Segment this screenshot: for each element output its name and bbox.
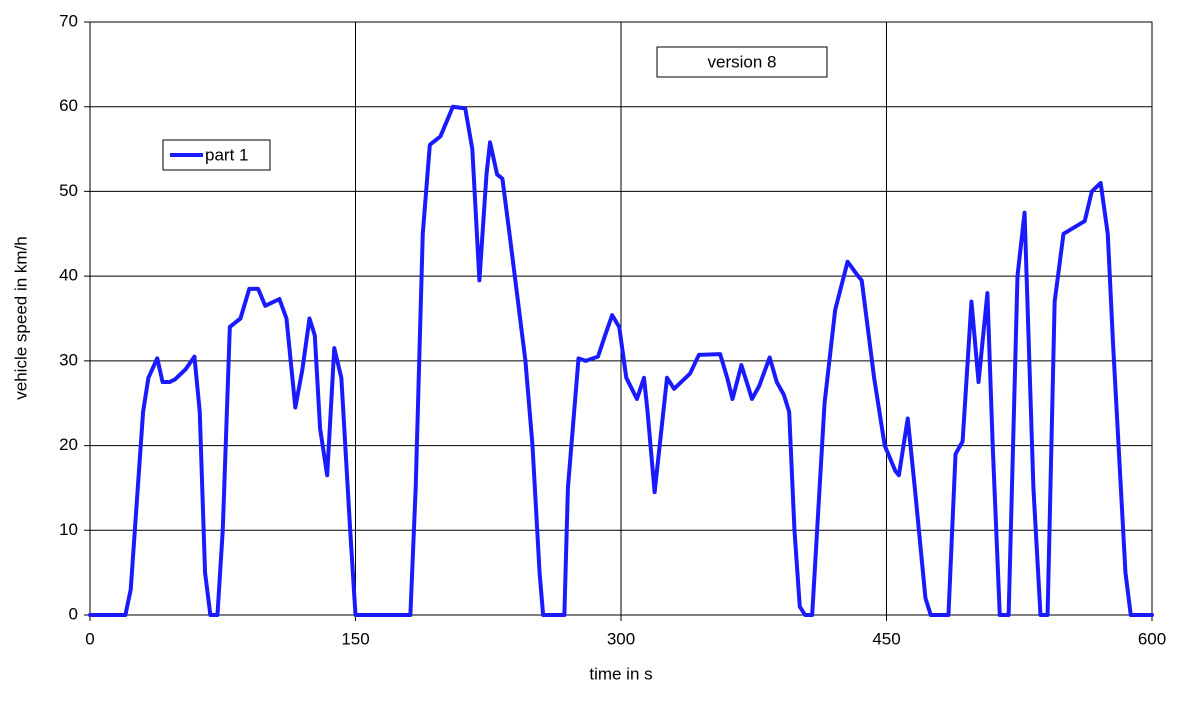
- x-axis-label: time in s: [589, 664, 652, 683]
- y-tick-label: 10: [59, 520, 78, 539]
- y-tick-label: 30: [59, 350, 78, 369]
- y-tick-label: 70: [59, 11, 78, 30]
- y-tick-label: 20: [59, 435, 78, 454]
- x-tick-label: 450: [872, 629, 900, 648]
- x-tick-label: 300: [607, 629, 635, 648]
- legend-label: part 1: [205, 145, 248, 164]
- annotation: version 8: [708, 52, 777, 71]
- x-tick-label: 600: [1138, 629, 1166, 648]
- y-tick-label: 60: [59, 96, 78, 115]
- y-axis-label: vehicle speed in km/h: [11, 236, 30, 399]
- y-tick-label: 40: [59, 266, 78, 285]
- y-tick-label: 0: [69, 604, 78, 623]
- x-tick-label: 150: [341, 629, 369, 648]
- data-line: [88, 104, 1154, 617]
- annotation-box: [656, 46, 828, 78]
- y-tick-label: 50: [59, 181, 78, 200]
- x-tick-label: 0: [85, 629, 94, 648]
